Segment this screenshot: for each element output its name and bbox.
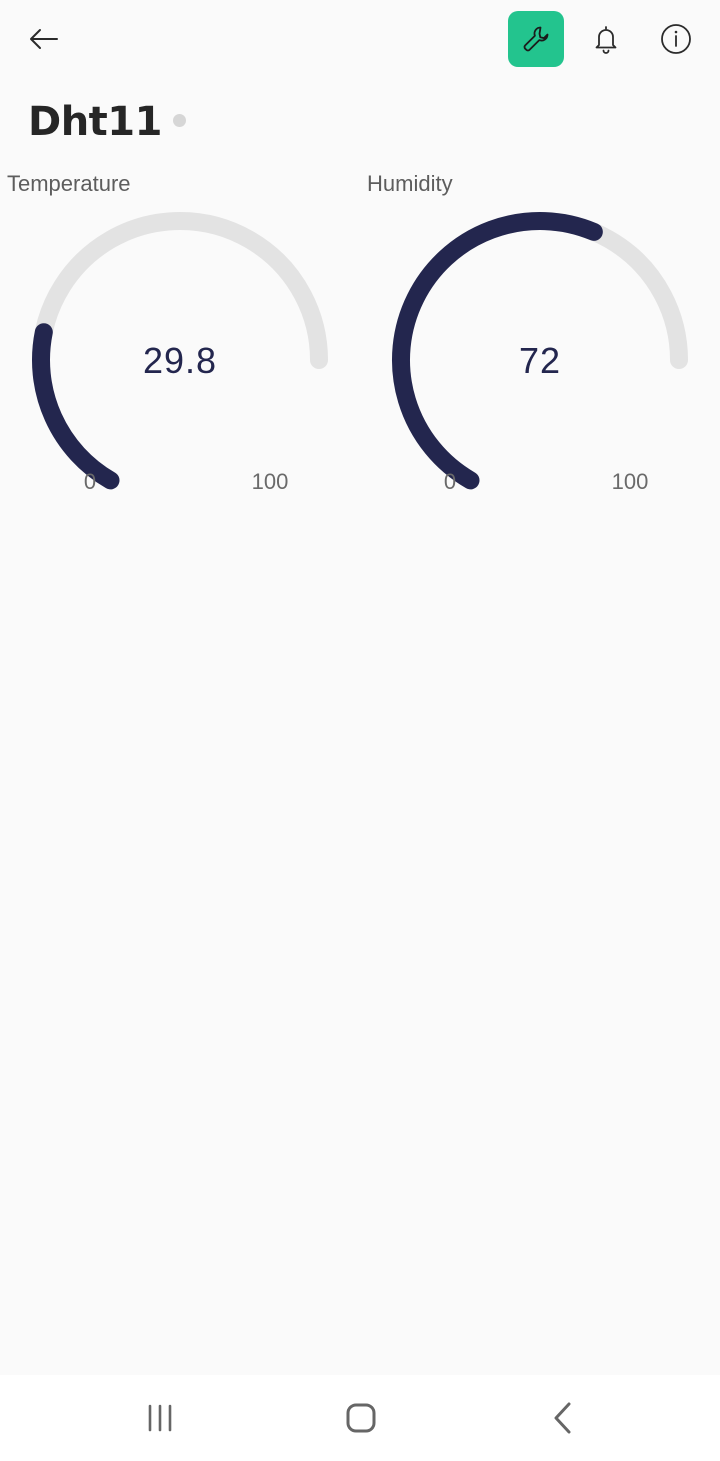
gauge-fill bbox=[32, 323, 120, 490]
gauge-max-label: 100 bbox=[611, 469, 649, 494]
system-back-button[interactable] bbox=[523, 1388, 603, 1448]
device-settings-button[interactable] bbox=[508, 11, 564, 67]
gauge-min-label: 0 bbox=[443, 469, 457, 494]
device-status-dot bbox=[173, 114, 186, 127]
gauge-fill bbox=[391, 212, 603, 490]
gauge-label: Temperature bbox=[7, 171, 131, 196]
home-button[interactable] bbox=[321, 1388, 401, 1448]
info-button[interactable] bbox=[648, 11, 704, 67]
recents-button[interactable] bbox=[120, 1388, 200, 1448]
gauge-arc bbox=[32, 212, 328, 490]
back-button[interactable] bbox=[16, 11, 72, 67]
back-arrow-icon bbox=[30, 29, 58, 49]
gauge-max-label: 100 bbox=[251, 469, 289, 494]
gauge-label: Humidity bbox=[367, 171, 453, 196]
top-bar bbox=[0, 0, 720, 80]
info-icon bbox=[661, 24, 691, 54]
notifications-button[interactable] bbox=[578, 11, 634, 67]
gauge-arc bbox=[391, 212, 688, 490]
bell-icon bbox=[595, 26, 617, 54]
gauge-value: 29.8 bbox=[142, 340, 218, 381]
humidity-gauge-widget[interactable]: Humidity 72 0 100 bbox=[360, 160, 720, 510]
gauge-min-label: 0 bbox=[83, 469, 97, 494]
temperature-gauge-widget[interactable]: Temperature 29.8 0 100 bbox=[0, 160, 360, 510]
home-icon bbox=[346, 1403, 376, 1433]
nav-back-icon bbox=[554, 1402, 571, 1434]
wrench-icon bbox=[523, 26, 549, 52]
recents-icon bbox=[148, 1404, 172, 1432]
device-title: Dht11 bbox=[28, 99, 162, 145]
gauge-value: 72 bbox=[518, 340, 562, 381]
system-navigation-bar bbox=[0, 1375, 720, 1461]
